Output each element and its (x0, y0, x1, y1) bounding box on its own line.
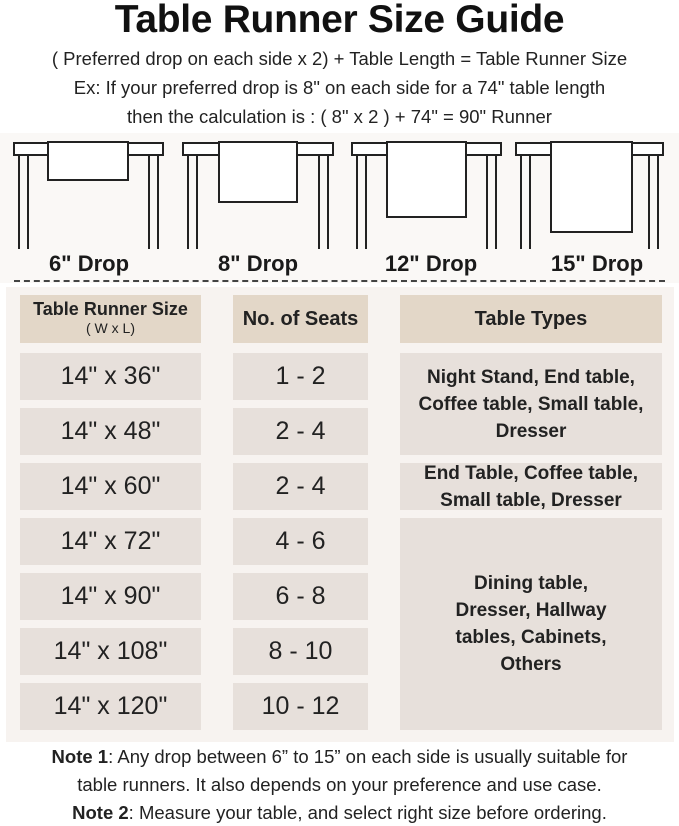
drop-label-15: 15" Drop (550, 251, 644, 276)
runner-size-cell: 14" x 90" (20, 573, 201, 620)
runner-drop-15 (550, 141, 633, 233)
formula-text: ( Preferred drop on each side x 2) + Tab… (51, 48, 628, 69)
header-seats: No. of Seats (233, 295, 368, 343)
seats-cell: 2 - 4 (233, 408, 368, 455)
seats-cell: 1 - 2 (233, 353, 368, 400)
runner-size-cell: 14" x 120" (20, 683, 201, 730)
drop-label-8: 8" Drop (217, 251, 299, 276)
runner-size-cell: 14" x 72" (20, 518, 201, 565)
seats-cell: 2 - 4 (233, 463, 368, 510)
dashed-divider (14, 280, 665, 282)
table-types-cell-3: Dining table, Dresser, Hallway tables, C… (400, 518, 662, 730)
header-table-types: Table Types (400, 295, 662, 343)
table-types-cell-2: End Table, Coffee table, Small table, Dr… (400, 463, 662, 511)
note-1: Note 1: Any drop between 6” to 15” on ea… (0, 746, 679, 768)
seats-cell: 10 - 12 (233, 683, 368, 730)
header-runner-size-sub: ( W x L) (86, 320, 135, 336)
table-types-cell-1: Night Stand, End table, Coffee table, Sm… (400, 353, 662, 455)
note-1-label: Note 1 (51, 746, 109, 767)
header-runner-size-label: Table Runner Size (33, 299, 188, 319)
runner-size-cell: 14" x 48" (20, 408, 201, 455)
drop-label-6: 6" Drop (48, 251, 130, 276)
runner-drop-6 (47, 141, 129, 181)
runner-size-cell: 14" x 60" (20, 463, 201, 510)
header-runner-size: Table Runner Size ( W x L) (20, 295, 201, 343)
drop-illustrations (0, 133, 679, 283)
runner-size-cell: 14" x 108" (20, 628, 201, 675)
runner-drop-8 (218, 141, 298, 203)
example-line-1: Ex: If your preferred drop is 8" on each… (73, 77, 606, 98)
seats-cell: 6 - 8 (233, 573, 368, 620)
example-line-2: then the calculation is : ( 8" x 2 ) + 7… (127, 106, 552, 127)
page-title: Table Runner Size Guide (114, 0, 565, 41)
note-2-label: Note 2 (72, 802, 129, 823)
seats-cell: 4 - 6 (233, 518, 368, 565)
seats-cell: 8 - 10 (233, 628, 368, 675)
note-1-text: : Any drop between 6” to 15” on each sid… (108, 746, 628, 767)
note-2-text: : Measure your table, and select right s… (128, 802, 607, 823)
drop-diagram (13, 141, 664, 249)
note-2: Note 2: Measure your table, and select r… (0, 802, 679, 824)
runner-size-cell: 14" x 36" (20, 353, 201, 400)
runner-drop-12 (386, 141, 467, 218)
drop-label-12: 12" Drop (384, 251, 478, 276)
note-1-continued: table runners. It also depends on your p… (77, 774, 602, 795)
